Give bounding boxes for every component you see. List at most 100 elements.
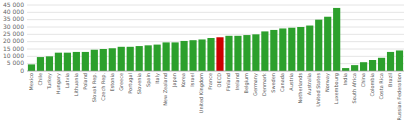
bar (163, 42, 170, 71)
y-tick-label: 10 000 (3, 52, 24, 59)
bar (55, 53, 62, 71)
bar (243, 35, 250, 71)
y-tick-label: 15 000 (3, 45, 24, 52)
x-tick-label: Finland (225, 73, 231, 91)
grid-line (27, 27, 404, 28)
bar (172, 42, 179, 71)
bar (198, 39, 205, 71)
bar (118, 47, 125, 71)
bar (378, 58, 385, 71)
bar (225, 36, 232, 71)
x-tick-label: Colombia (369, 73, 375, 97)
x-tick-label: India (342, 73, 348, 85)
bar (333, 8, 340, 71)
bar (342, 68, 349, 71)
x-tick-label: Poland (82, 73, 88, 90)
x-tick-label: Slovak Rep. (91, 73, 98, 103)
x-axis-line (27, 71, 404, 72)
bar (189, 40, 196, 71)
x-tick-label: Turkey (46, 73, 53, 90)
x-tick-label: Chile (37, 73, 43, 86)
x-tick-label: Russian Federation (396, 73, 402, 120)
bar (91, 50, 98, 71)
bar (279, 28, 286, 71)
x-tick-label: France (207, 73, 213, 90)
bar (315, 20, 322, 71)
y-tick-label: 45 000 (3, 1, 24, 8)
bar (46, 56, 53, 71)
bar (145, 45, 152, 71)
bar (127, 47, 134, 71)
x-tick-label: Belgium (243, 73, 250, 94)
x-tick-label: New Zealand (162, 73, 168, 106)
bar (288, 28, 295, 71)
bar (252, 34, 259, 71)
x-tick-label: Costa Rica (378, 73, 384, 99)
x-tick-label: Netherlands (297, 73, 303, 104)
bar (28, 64, 35, 71)
bar (207, 38, 214, 71)
chart: 05 00010 00015 00020 00025 00030 00035 0… (0, 0, 408, 124)
x-tick-label: Korea (180, 73, 186, 87)
x-axis: MexicoChileTurkeyHungaryLatviaLithuaniaP… (28, 73, 402, 121)
x-tick-label: Austria (288, 73, 294, 91)
x-tick-label: Germany (252, 73, 259, 96)
bar (64, 53, 71, 71)
bar (109, 48, 116, 71)
bar (37, 57, 44, 71)
bar (387, 52, 394, 71)
bar (324, 17, 331, 71)
grid-line (27, 49, 404, 50)
y-tick-label: 40 000 (3, 8, 24, 15)
grid-line (27, 34, 404, 35)
bar (73, 52, 80, 71)
x-tick-label: Lithuania (73, 73, 79, 96)
bars (28, 8, 403, 71)
x-tick-label: Italy (154, 73, 161, 84)
x-tick-label: Brazil (387, 73, 393, 87)
y-tick-label: 35 000 (3, 15, 24, 22)
y-axis: 05 00010 00015 00020 00025 00030 00035 0… (3, 1, 404, 74)
x-tick-label: Sweden (270, 73, 276, 93)
bar (261, 31, 268, 71)
x-tick-label: China (360, 73, 366, 87)
x-tick-label: Slovenia (136, 73, 142, 94)
bar (216, 37, 223, 71)
bar (136, 46, 143, 71)
x-tick-label: Hungary (55, 73, 62, 94)
bar (82, 52, 89, 71)
bar (369, 60, 376, 71)
bar (351, 65, 358, 71)
bar (180, 41, 187, 71)
grid-line (27, 19, 404, 20)
x-tick-label: Australia (306, 73, 312, 95)
x-tick-label: Estonia (109, 73, 115, 91)
x-tick-label: United States (315, 73, 321, 107)
bar (306, 26, 313, 71)
x-tick-label: OECD (216, 73, 222, 88)
grid-line (27, 41, 404, 42)
y-tick-label: 20 000 (3, 37, 24, 44)
x-tick-label: Israel (189, 73, 195, 87)
x-tick-label: Canada (279, 73, 285, 92)
y-tick-label: 30 000 (3, 23, 24, 30)
x-tick-label: Ireland (234, 73, 240, 90)
x-tick-label: United Kingdom (198, 73, 205, 113)
bar (360, 62, 367, 71)
bar (234, 36, 241, 71)
x-tick-label: Czech Rep. (100, 73, 107, 101)
x-tick-label: Denmark (261, 73, 267, 96)
x-tick-label: Portugal (127, 73, 134, 94)
y-tick-label: 25 000 (3, 30, 24, 37)
x-tick-label: Mexico (28, 73, 34, 90)
bar (270, 30, 277, 71)
grid-line (27, 12, 404, 13)
y-tick-label: 0 (20, 67, 24, 74)
bar (100, 49, 107, 71)
grid-line (27, 5, 404, 6)
x-tick-label: Norway (324, 73, 331, 92)
bar (396, 50, 403, 71)
bar (154, 45, 161, 71)
bar (297, 27, 304, 71)
x-tick-label: South Africa (351, 73, 357, 103)
